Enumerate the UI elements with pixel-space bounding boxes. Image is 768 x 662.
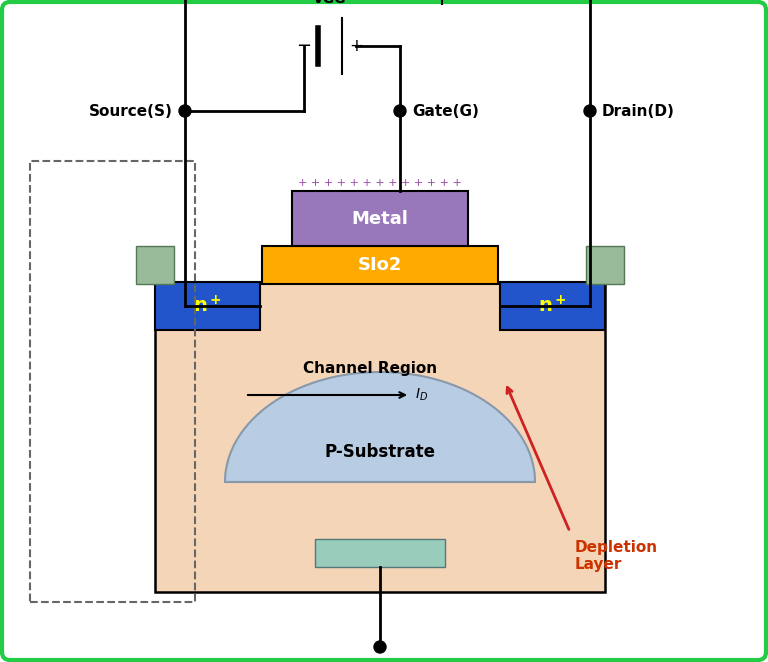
Text: P-Substrate: P-Substrate [325,443,435,461]
Bar [500,282,605,330]
Circle shape [584,105,596,117]
Circle shape [394,105,406,117]
Bar [586,246,624,284]
Circle shape [179,105,191,117]
Text: $\mathbf{n^+}$: $\mathbf{n^+}$ [538,295,566,316]
Text: Drain(D): Drain(D) [602,103,675,118]
Bar [136,246,174,284]
Text: $I_D$: $I_D$ [415,387,428,403]
Text: −: − [296,37,312,55]
Circle shape [374,641,386,653]
Text: + + + + + + + + + + + + +: + + + + + + + + + + + + + [298,178,462,188]
Text: +: + [349,37,363,55]
Text: Source(S): Source(S) [89,103,173,118]
Bar [155,282,605,592]
Bar [262,246,498,284]
Text: $\mathbf{n^+}$: $\mathbf{n^+}$ [193,295,221,316]
Text: Metal: Metal [352,210,409,228]
Text: Gate(G): Gate(G) [412,103,479,118]
Bar [155,282,260,330]
Text: Channel Region: Channel Region [303,361,437,375]
Text: VGG: VGG [313,0,346,6]
Text: Depletion
Layer: Depletion Layer [575,540,658,573]
Text: SIo2: SIo2 [358,256,402,274]
Bar [315,539,445,567]
Polygon shape [225,372,535,482]
Bar [292,191,468,246]
Bar [30,161,195,602]
